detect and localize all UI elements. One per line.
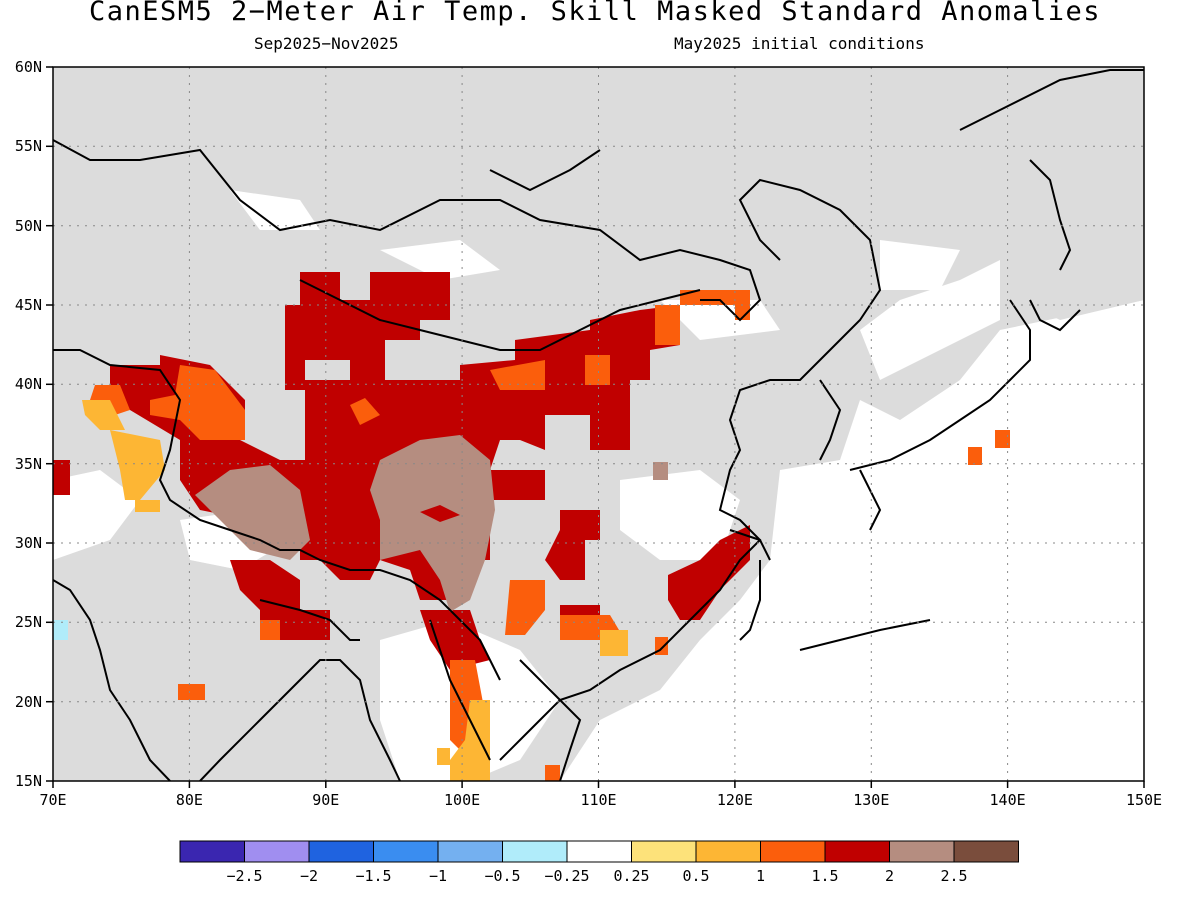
anomaly-1-5-gobi xyxy=(490,360,545,390)
colorbar-swatch xyxy=(824,840,890,863)
colorbar-swatch xyxy=(953,840,1019,863)
season-label: Sep2025−Nov2025 xyxy=(254,34,399,53)
white-patch-east-china xyxy=(620,470,740,560)
himalaya-border xyxy=(53,349,501,681)
colorbar-swatch xyxy=(179,840,245,863)
colorbar-label: −2.5 xyxy=(226,867,262,885)
lake-baikal xyxy=(489,149,601,192)
colorbar-swatch xyxy=(244,840,310,863)
anomaly-neg-0-25 xyxy=(53,620,68,640)
lat-tick-label: 30N xyxy=(15,534,42,552)
colorbar-swatch xyxy=(502,840,568,863)
japan-honshu xyxy=(849,299,1031,471)
colorbar-swatch xyxy=(631,840,697,863)
lon-tick-label: 140E xyxy=(990,791,1026,809)
colorbar-swatch xyxy=(566,840,632,863)
sakhalin xyxy=(1029,159,1072,271)
sea-of-japan-white xyxy=(860,260,1000,380)
colorbar-label: 0.25 xyxy=(613,867,649,885)
colorbar-swatch xyxy=(437,840,503,863)
taiwan xyxy=(739,560,761,641)
lat-tick-label: 20N xyxy=(15,693,42,711)
lon-tick-label: 120E xyxy=(717,791,753,809)
white-patch-west xyxy=(53,470,140,560)
lat-tick-label: 50N xyxy=(15,217,42,235)
myanmar-border xyxy=(429,619,491,761)
colorbar-swatch xyxy=(760,840,826,863)
lon-tick-label: 100E xyxy=(444,791,480,809)
colorbar: −2.5 −2 −1.5 −1 −0.5 −0.25 0.25 0.5 1 1.5 2 2.5 xyxy=(179,840,1019,885)
okhotsk-coast xyxy=(959,69,1144,131)
colorbar-label: −0.25 xyxy=(544,867,589,885)
mongolia-border xyxy=(299,279,701,351)
india-west-coast xyxy=(53,579,171,781)
map-title: CanESM5 2−Meter Air Temp. Skill Masked S… xyxy=(88,0,1102,27)
lat-tick-label: 25N xyxy=(15,613,42,631)
colorbar-label: −0.5 xyxy=(484,867,520,885)
anomaly-1-5-japan xyxy=(995,430,1010,448)
anomaly-2-east-china xyxy=(668,525,750,620)
lon-tick-label: 70E xyxy=(39,791,66,809)
ocean-white-region xyxy=(560,300,1144,781)
colorbar-label: 0.5 xyxy=(682,867,709,885)
colorbar-label: −1 xyxy=(429,867,447,885)
anomaly-2-myanmar xyxy=(420,610,490,670)
lon-tick-label: 130E xyxy=(853,791,889,809)
lat-tick-label: 35N xyxy=(15,455,42,473)
colorbar-swatch xyxy=(889,840,955,863)
colorbar-label: 1.5 xyxy=(811,867,838,885)
colorbar-swatch xyxy=(308,840,374,863)
colorbar-label: 2.5 xyxy=(940,867,967,885)
colorbar-label: −2 xyxy=(300,867,318,885)
vietnam-border xyxy=(519,659,582,781)
anomaly-2-nepal xyxy=(230,560,330,640)
initial-conditions-label: May2025 initial conditions xyxy=(674,34,925,53)
anomaly-1-5-manchuria xyxy=(680,290,750,320)
anomaly-1-5-india xyxy=(178,684,205,700)
lon-tick-label: 90E xyxy=(312,791,339,809)
anomaly-2-5-western-tibet xyxy=(195,465,310,560)
colorbar-label: 2 xyxy=(885,867,894,885)
colorbar-swatch xyxy=(695,840,761,863)
bay-of-bengal-coast xyxy=(199,659,401,781)
lon-tick-label: 150E xyxy=(1126,791,1162,809)
russia-border xyxy=(53,139,762,322)
lat-tick-label: 60N xyxy=(15,58,42,76)
korea-coast xyxy=(819,379,842,461)
lat-tick-label: 40N xyxy=(15,375,42,393)
colorbar-swatch xyxy=(373,840,439,863)
anomaly-1-5-west xyxy=(150,365,245,440)
lon-tick-label: 110E xyxy=(580,791,616,809)
anomaly-2-mongolia-west xyxy=(285,272,450,390)
lat-tick-label: 55N xyxy=(15,137,42,155)
colorbar-label: −1.5 xyxy=(355,867,391,885)
anomaly-field xyxy=(53,67,1144,781)
lat-tick-label: 45N xyxy=(15,296,42,314)
graticule xyxy=(53,67,1144,781)
lon-tick-label: 80E xyxy=(176,791,203,809)
colorbar-label: 1 xyxy=(756,867,765,885)
anomaly-2-5-qinghai xyxy=(370,435,495,612)
anomaly-1-5-yunnan xyxy=(505,580,545,635)
anomaly-1-pakistan xyxy=(110,430,165,500)
anomaly-2-south-china xyxy=(545,510,600,580)
lat-tick-label: 15N xyxy=(15,772,42,790)
anomaly-1-thailand xyxy=(450,700,490,781)
